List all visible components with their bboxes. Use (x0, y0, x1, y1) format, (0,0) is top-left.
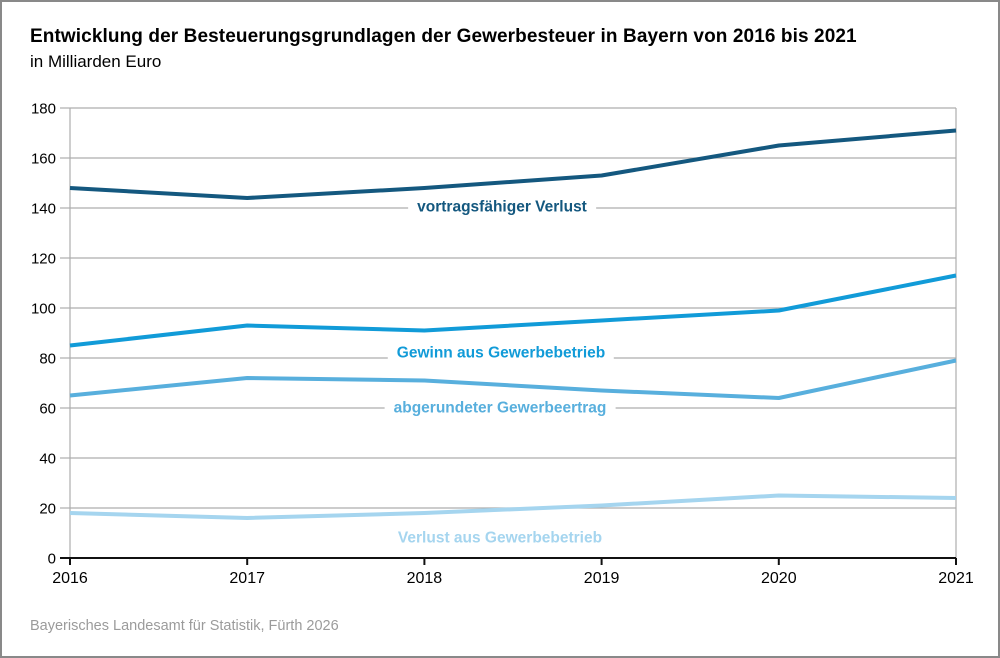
y-tick-label: 40 (39, 451, 56, 468)
x-tick-label: 2019 (584, 570, 620, 587)
x-tick-label: 2017 (229, 570, 265, 587)
source-credit: Bayerisches Landesamt für Statistik, Für… (30, 618, 339, 634)
y-tick-label: 160 (31, 151, 56, 168)
series-line-0 (69, 128, 957, 200)
series-label-0: vortragsfähiger Verlust (408, 197, 596, 219)
series-line-1 (69, 273, 957, 348)
chart-title: Entwicklung der Besteuerungsgrundlagen d… (30, 26, 857, 47)
series-label-1: Gewinn aus Gewerbebetrieb (387, 343, 615, 365)
chart-subtitle: in Milliarden Euro (30, 52, 162, 71)
y-tick-label: 120 (31, 251, 56, 268)
x-tick-label: 2020 (761, 570, 797, 587)
y-tick-label: 180 (31, 101, 56, 118)
series-label-2: abgerundeter Gewerbeertrag (384, 398, 616, 420)
series-line-2 (69, 358, 957, 400)
series-label-3: Verlust aus Gewerbebetrieb (388, 528, 612, 550)
x-tick-label: 2018 (407, 570, 443, 587)
y-tick-label: 100 (31, 301, 56, 318)
y-tick-label: 60 (39, 401, 56, 418)
y-tick-label: 20 (39, 501, 56, 518)
y-tick-label: 80 (39, 351, 56, 368)
series-line-3 (69, 493, 957, 520)
x-tick-label: 2021 (938, 570, 974, 587)
y-tick-label: 140 (31, 201, 56, 218)
x-tick-label: 2016 (52, 570, 88, 587)
y-tick-label: 0 (48, 551, 56, 568)
